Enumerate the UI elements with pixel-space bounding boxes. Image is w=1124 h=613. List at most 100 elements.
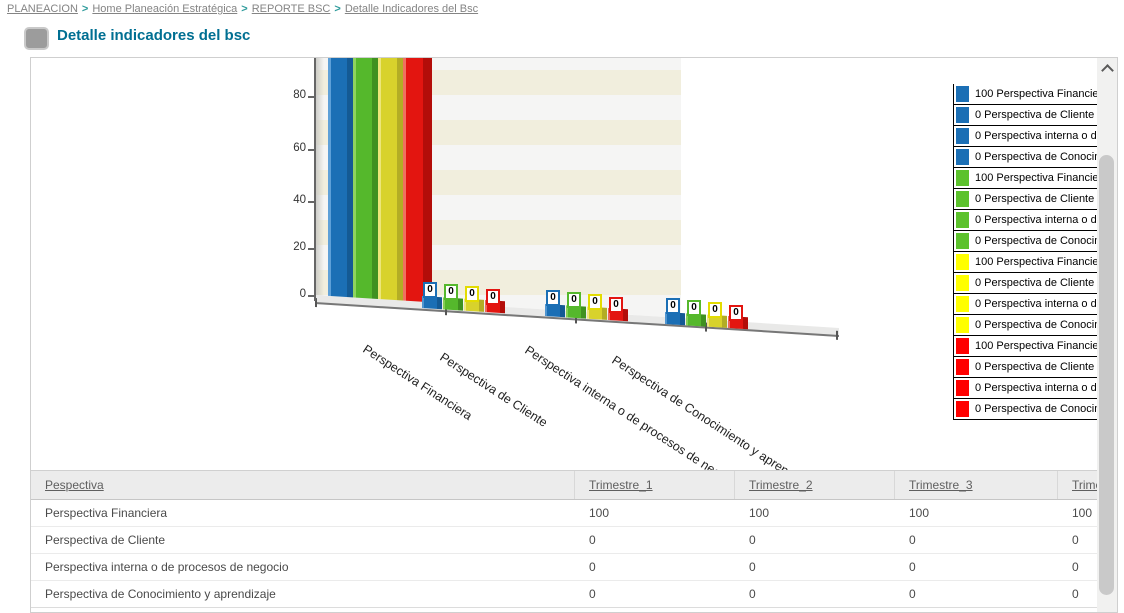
table-cell: 0	[589, 533, 596, 547]
y-axis-tick	[308, 248, 315, 250]
table-cell: 100	[1072, 506, 1093, 520]
bar-value-label: 0	[687, 300, 701, 316]
bar-value-label: 0	[486, 289, 500, 305]
table-cell: 0	[589, 560, 596, 574]
legend-label: 0 Perspectiva de Conocimiento y aprendiz…	[975, 403, 1097, 415]
breadcrumb-link-reporte-bsc[interactable]: REPORTE BSC	[251, 3, 331, 15]
legend-color-swatch	[956, 107, 969, 123]
rounded-square-bullet-icon	[24, 27, 49, 50]
bar-value-label: 0	[567, 292, 581, 308]
scroll-up-button[interactable]	[1097, 58, 1117, 77]
breadcrumb-link-planeacion[interactable]: PLANEACION	[7, 3, 78, 15]
column-header-trimestre3-link[interactable]: Trimestre_3	[909, 478, 973, 492]
column-header-trimestre4: Trimestre_4	[1058, 471, 1097, 499]
legend-label: 0 Perspectiva interna o de procesos de n…	[975, 214, 1097, 226]
table-cell: 0	[909, 533, 916, 547]
legend-color-swatch	[956, 128, 969, 144]
legend-item: 100 Perspectiva Financiera	[953, 251, 1097, 273]
column-header-pespectiva-link[interactable]: Pespectiva	[45, 478, 104, 492]
legend-item: 0 Perspectiva de Cliente	[953, 104, 1097, 126]
column-header-trimestre1: Trimestre_1	[575, 471, 735, 499]
bar-value-label: 0	[588, 294, 602, 310]
legend-label: 0 Perspectiva de Cliente	[975, 193, 1095, 205]
page-title: Detalle indicadores del bsc	[57, 27, 251, 44]
legend-label: 0 Perspectiva de Conocimiento y aprendiz…	[975, 319, 1097, 331]
column-header-trimestre1-link[interactable]: Trimestre_1	[589, 478, 653, 492]
column-header-trimestre2-link[interactable]: Trimestre_2	[749, 478, 813, 492]
bar-group-interna: 0 0 0 0	[545, 290, 635, 334]
table-row: Perspectiva de Conocimiento y aprendizaj…	[31, 581, 1097, 608]
report-panel: 80 60 40 20 0 0 0 0 0	[30, 57, 1118, 613]
chart-bar-trimestre1-financiera	[328, 58, 353, 303]
legend-item: 0 Perspectiva interna o de procesos de n…	[953, 377, 1097, 399]
legend-label: 0 Perspectiva de Cliente	[975, 109, 1095, 121]
table-cell: 0	[749, 587, 756, 601]
legend-color-swatch	[956, 149, 969, 165]
bar-value-label: 0	[729, 305, 743, 321]
bar-value-label: 0	[546, 290, 560, 306]
legend-color-swatch	[956, 86, 969, 102]
chart-bar-trimestre4-financiera	[403, 58, 432, 309]
bar-value-label: 0	[708, 302, 722, 318]
table-cell: 0	[1072, 560, 1079, 574]
table-row: Perspectiva Financiera 100 100 100 100	[31, 500, 1097, 527]
legend-color-swatch	[956, 191, 969, 207]
breadcrumb-link-detalle-indicadores[interactable]: Detalle Indicadores del Bsc	[344, 3, 479, 15]
legend-label: 100 Perspectiva Financiera	[975, 256, 1097, 268]
table-cell: 100	[749, 506, 770, 520]
legend-item: 0 Perspectiva de Cliente	[953, 272, 1097, 294]
legend-label: 0 Perspectiva de Conocimiento y aprendiz…	[975, 235, 1097, 247]
indicators-table: Pespectiva Trimestre_1 Trimestre_2 Trime…	[31, 470, 1097, 608]
chart-bar-trimestre3-financiera	[378, 58, 403, 307]
scrollbar[interactable]	[1097, 58, 1117, 612]
y-tick-label: 60	[293, 142, 306, 154]
table-row: Perspectiva interna o de procesos de neg…	[31, 554, 1097, 581]
legend-label: 0 Perspectiva interna o de procesos de n…	[975, 130, 1097, 142]
table-cell: 0	[749, 560, 756, 574]
bar-value-label: 0	[666, 298, 680, 314]
legend-color-swatch	[956, 275, 969, 291]
column-header-trimestre3: Trimestre_3	[895, 471, 1058, 499]
legend-color-swatch	[956, 401, 969, 417]
column-header-pespectiva: Pespectiva	[31, 471, 575, 499]
breadcrumb: PLANEACION > Home Planeación Estratégica > R…	[7, 3, 478, 15]
legend-item: 100 Perspectiva Financiera	[953, 335, 1097, 357]
table-header-row: Pespectiva Trimestre_1 Trimestre_2 Trime…	[31, 470, 1097, 500]
legend-item: 0 Perspectiva interna o de procesos de n…	[953, 125, 1097, 147]
table-cell: 0	[1072, 587, 1079, 601]
breadcrumb-separator: >	[334, 3, 341, 15]
bar-value-label: 0	[465, 286, 479, 302]
legend-label: 100 Perspectiva Financiera	[975, 172, 1097, 184]
table-cell: 0	[589, 587, 596, 601]
y-tick-label: 40	[293, 194, 306, 206]
y-tick-label: 0	[299, 288, 306, 300]
table-cell: 0	[749, 533, 756, 547]
breadcrumb-separator: >	[241, 3, 248, 15]
legend-item: 100 Perspectiva Financiera	[953, 84, 1097, 105]
x-axis-tick	[836, 330, 838, 340]
legend-color-swatch	[956, 380, 969, 396]
chart-legend: 100 Perspectiva Financiera 0 Perspectiva…	[953, 84, 1097, 420]
legend-color-swatch	[956, 233, 969, 249]
legend-color-swatch	[956, 296, 969, 312]
legend-item: 0 Perspectiva de Cliente	[953, 188, 1097, 210]
column-header-trimestre2: Trimestre_2	[735, 471, 895, 499]
legend-color-swatch	[956, 170, 969, 186]
bar-value-label: 0	[423, 282, 437, 298]
legend-item: 0 Perspectiva interna o de procesos de n…	[953, 293, 1097, 315]
table-cell: 0	[909, 587, 916, 601]
column-header-trimestre4-link[interactable]: Trimestre_4	[1072, 478, 1097, 492]
y-tick-label: 80	[293, 89, 306, 101]
table-row: Perspectiva de Cliente 0 0 0 0	[31, 527, 1097, 554]
bar-value-label: 0	[609, 297, 623, 313]
legend-label: 0 Perspectiva interna o de procesos de n…	[975, 298, 1097, 310]
legend-label: 0 Perspectiva de Cliente	[975, 361, 1095, 373]
scrollbar-thumb[interactable]	[1099, 155, 1114, 595]
bar-group-conocimiento: 0 0 0 0	[665, 298, 755, 342]
y-tick-label: 20	[293, 241, 306, 253]
table-cell: Perspectiva de Cliente	[45, 533, 166, 547]
table-cell: Perspectiva interna o de procesos de neg…	[45, 560, 289, 574]
breadcrumb-link-home-planeacion[interactable]: Home Planeación Estratégica	[92, 3, 238, 15]
chart-bar-trimestre2-financiera	[353, 58, 378, 305]
